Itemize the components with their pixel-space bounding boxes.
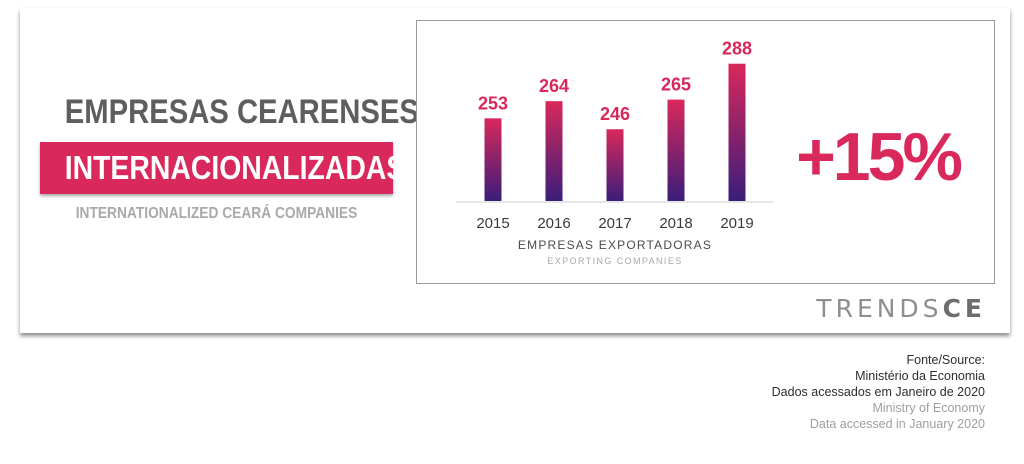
bar-2016 xyxy=(545,101,563,201)
title-line-2: INTERNACIONALIZADAS xyxy=(64,149,406,186)
x-axis-sublabel: EXPORTING COMPANIES xyxy=(547,256,683,266)
logo-text-light: TRENDS xyxy=(816,294,943,323)
title-subtitle: INTERNATIONALIZED CEARÁ COMPANIES xyxy=(75,205,358,222)
tick-label-2015: 2015 xyxy=(476,215,509,232)
bar-2015 xyxy=(484,118,502,201)
tick-label-2016: 2016 xyxy=(537,215,570,232)
x-axis-label: EMPRESAS EXPORTADORAS xyxy=(517,238,713,252)
value-label-2015: 253 xyxy=(478,93,508,113)
source-org-en: Ministry of Economy xyxy=(872,401,985,415)
source-block: Fonte/Source: Ministério da Economia Dad… xyxy=(772,352,985,432)
source-access-en: Data accessed in January 2020 xyxy=(809,417,985,431)
source-access-pt: Dados acessados em Janeiro de 2020 xyxy=(771,385,985,399)
title-line-1: EMPRESAS CEARENSES xyxy=(64,93,419,131)
title-highlight-band: INTERNACIONALIZADAS xyxy=(40,142,406,194)
trendsce-logo: TRENDSCE xyxy=(816,294,986,324)
bar-2018 xyxy=(667,99,685,201)
bar-2019 xyxy=(728,63,746,201)
tick-label-2018: 2018 xyxy=(659,215,692,232)
source-org-pt: Ministério da Economia xyxy=(855,369,985,383)
value-label-2017: 246 xyxy=(600,104,630,124)
logo-text-bold: CE xyxy=(942,294,986,323)
chart-frame xyxy=(416,20,995,284)
value-label-2018: 265 xyxy=(661,75,691,95)
bar-2017 xyxy=(606,129,624,201)
value-label-2019: 288 xyxy=(722,39,752,59)
tick-label-2019: 2019 xyxy=(720,215,753,232)
tick-label-2017: 2017 xyxy=(598,215,631,232)
growth-percentage: +15% xyxy=(796,119,963,195)
source-label: Fonte/Source: xyxy=(906,353,985,367)
value-label-2016: 264 xyxy=(539,76,569,96)
